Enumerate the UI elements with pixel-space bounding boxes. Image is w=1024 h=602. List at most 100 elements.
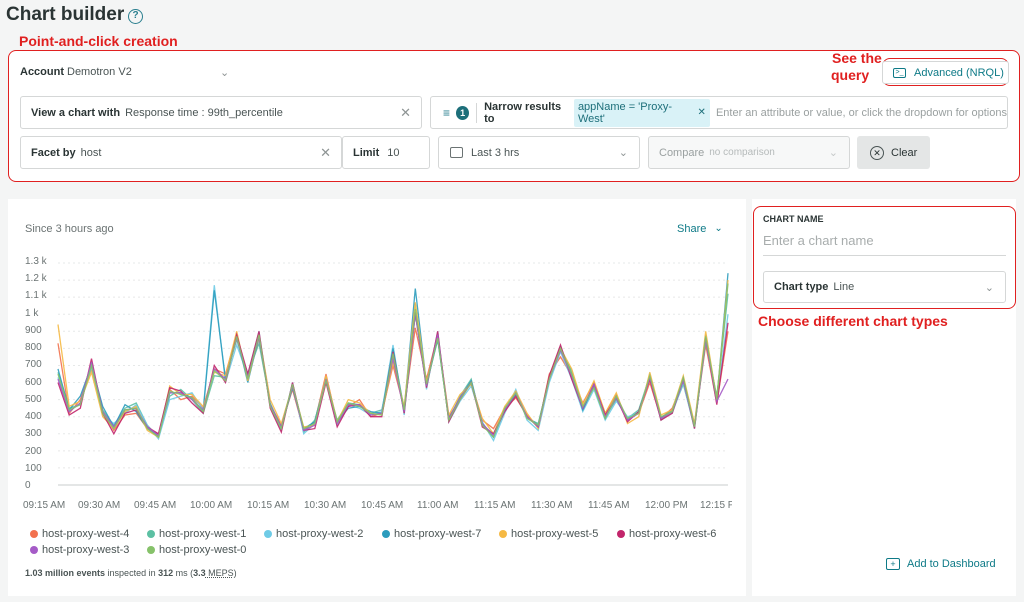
advanced-nrql-button[interactable]: >_ Advanced (NRQL) [882,61,1009,84]
question-circle-icon[interactable]: ? [128,9,143,24]
clear-button[interactable]: ✕ Clear [857,136,930,169]
legend-item[interactable]: host-proxy-west-2 [264,528,363,540]
legend-item[interactable]: host-proxy-west-6 [617,528,716,540]
chart-name-label: CHART NAME [763,214,824,224]
close-icon[interactable]: ✕ [320,144,331,160]
clear-label: Clear [891,146,918,159]
legend-label: host-proxy-west-4 [42,528,130,540]
facet-by-field[interactable]: Facet by host ✕ [20,136,342,169]
y-tick: 900 [25,325,42,336]
y-tick: 1.1 k [25,290,47,301]
x-tick: 12:00 PM [645,500,688,511]
x-tick: 09:30 AM [78,500,121,511]
time-range-value: Last 3 hrs [471,146,520,159]
limit-field[interactable]: Limit 10 [342,136,430,169]
events-meps: 3.3 [193,568,206,578]
add-to-dashboard-label: Add to Dashboard [907,558,996,570]
annotation-creation: Point-and-click creation [19,33,178,49]
legend-label: host-proxy-west-7 [394,528,482,540]
x-tick: 10:15 AM [247,500,290,511]
y-tick: 700 [25,359,42,370]
chart-name-input[interactable]: Enter a chart name [763,233,874,248]
legend-item[interactable]: host-proxy-west-3 [30,544,129,556]
legend-label: host-proxy-west-2 [276,528,364,540]
page-title: Chart builder [6,4,125,25]
x-tick: 11:15 AM [474,500,516,511]
x-tick: 12:15 PM [700,500,732,511]
account-chevron-icon[interactable]: ⌄ [220,67,230,79]
events-ms-unit: ms ( [173,568,194,578]
x-tick: 10:30 AM [304,500,347,511]
side-panel [752,199,1016,596]
annotation-box-chart-type [753,206,1016,309]
x-tick: 10:00 AM [190,500,233,511]
divider [763,255,1006,256]
legend-item[interactable]: host-proxy-west-1 [147,528,246,540]
annotation-box-builder [8,50,1020,182]
events-ms: 312 [158,568,174,578]
narrow-results-label: Narrow results to [484,100,562,125]
legend-item[interactable]: host-proxy-west-4 [30,528,129,540]
legend-item[interactable]: host-proxy-west-7 [382,528,481,540]
legend-dot [264,530,272,538]
filter-count-badge: 1 [456,105,470,120]
x-tick: 10:45 AM [361,500,404,511]
y-tick: 600 [25,377,42,388]
chart-type-label: Chart type [774,281,829,293]
x-tick: 11:00 AM [417,500,459,511]
chart-lines [57,273,729,443]
y-tick: 0 [25,480,31,491]
account-value[interactable]: Demotron V2 [67,66,132,78]
filter-chip[interactable]: appName = 'Proxy-West' ✕ [573,98,710,127]
chip-close-icon[interactable]: ✕ [697,107,706,118]
annotation-chart-types: Choose different chart types [758,313,948,329]
add-to-dashboard-button[interactable]: + Add to Dashboard [886,558,996,570]
divider [476,102,478,123]
x-tick: 09:45 AM [134,500,177,511]
legend-item[interactable]: host-proxy-west-0 [147,544,246,556]
clear-circle-icon: ✕ [870,145,884,160]
chart-grid [58,262,728,486]
series-line-host-proxy-west-2[interactable] [57,285,729,443]
compare-value: no comparison [709,147,775,158]
series-line-host-proxy-west-0[interactable] [57,283,729,439]
events-footer: 1.03 million events inspected in 312 ms … [25,568,237,578]
series-line-host-proxy-west-5[interactable] [57,280,729,439]
y-tick: 800 [25,342,42,353]
legend-label: host-proxy-west-5 [511,528,599,540]
x-tick: 09:15 AM [23,500,66,511]
legend-dot [382,530,390,538]
view-chart-field[interactable]: View a chart with Response time : 99th_p… [20,96,422,129]
share-button[interactable]: Share ⌄ [677,223,723,235]
view-chart-label: View a chart with [31,106,121,119]
time-range-select[interactable]: Last 3 hrs ⌄ [438,136,640,169]
legend-dot [617,530,625,538]
filter-icon[interactable]: ≡ [443,105,451,120]
chart-type-select[interactable]: Chart type Line ⌄ [763,271,1006,303]
x-tick: 11:30 AM [531,500,573,511]
chart-panel [8,199,746,596]
events-end: ) [233,568,237,578]
legend-label: host-proxy-west-6 [629,528,717,540]
legend-label: host-proxy-west-0 [159,544,247,556]
compare-select[interactable]: Compare no comparison ⌄ [648,136,850,169]
legend-dot [147,546,155,554]
share-label: Share [677,223,707,235]
compare-label: Compare [659,146,705,159]
close-icon[interactable]: ✕ [400,104,411,120]
calendar-icon [450,147,463,158]
chevron-down-icon: ⌄ [828,147,838,159]
legend-item[interactable]: host-proxy-west-5 [499,528,598,540]
x-tick: 11:45 AM [588,500,630,511]
chevron-down-icon: ⌄ [714,223,723,234]
y-tick: 500 [25,394,42,405]
chevron-down-icon: ⌄ [984,281,994,294]
narrow-results-field[interactable]: ≡ 1 Narrow results to appName = 'Proxy-W… [430,96,1008,129]
dashboard-add-icon: + [886,558,900,570]
legend-dot [30,546,38,554]
y-tick: 100 [25,463,42,474]
legend-dot [30,530,38,538]
events-count: 1.03 million events [25,568,106,578]
limit-label: Limit [353,146,380,159]
